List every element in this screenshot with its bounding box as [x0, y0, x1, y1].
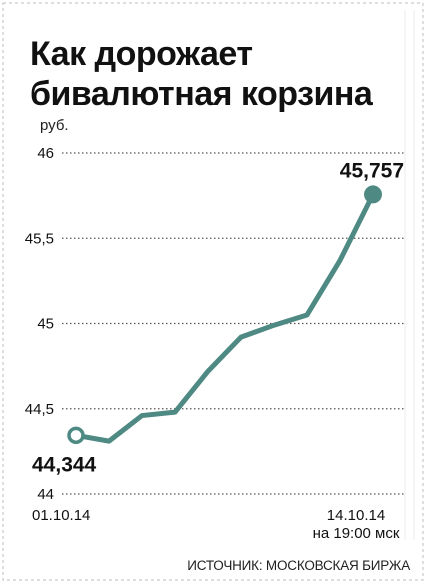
series-line — [73, 191, 376, 444]
start-point-marker — [67, 426, 85, 445]
annotations: 44,344 45,757 — [32, 159, 404, 476]
background-grid — [404, 10, 415, 540]
x-tick-label-end: 14.10.14 — [327, 507, 385, 524]
x-tick-label-start: 01.10.14 — [32, 507, 90, 524]
source-note: ИСТОЧНИК: МОСКОВСКАЯ БИРЖА — [187, 558, 410, 573]
chart-title: Как дорожает бивалютная корзина — [30, 34, 386, 114]
y-tick-label: 45,5 — [25, 230, 54, 247]
end-point-marker — [364, 185, 382, 204]
y-axis-unit: руб. — [40, 117, 69, 134]
chart-title-line-2: бивалютная корзина — [30, 75, 373, 113]
end-value-label: 45,757 — [340, 159, 404, 182]
y-tick-label: 44,5 — [25, 401, 54, 418]
y-tick-labels: 46 45,5 45 44,5 44 — [25, 145, 54, 503]
grid-lines — [62, 152, 405, 495]
start-value-label: 44,344 — [32, 453, 97, 476]
y-tick-label: 45 — [37, 316, 54, 333]
y-tick-label: 46 — [37, 145, 54, 162]
chart-title-line-1: Как дорожает — [30, 35, 253, 73]
series-points — [67, 185, 382, 445]
y-tick-label: 44 — [37, 486, 54, 503]
x-tick-label-end-time: на 19:00 мск — [313, 525, 400, 542]
series-line-path — [73, 191, 376, 444]
